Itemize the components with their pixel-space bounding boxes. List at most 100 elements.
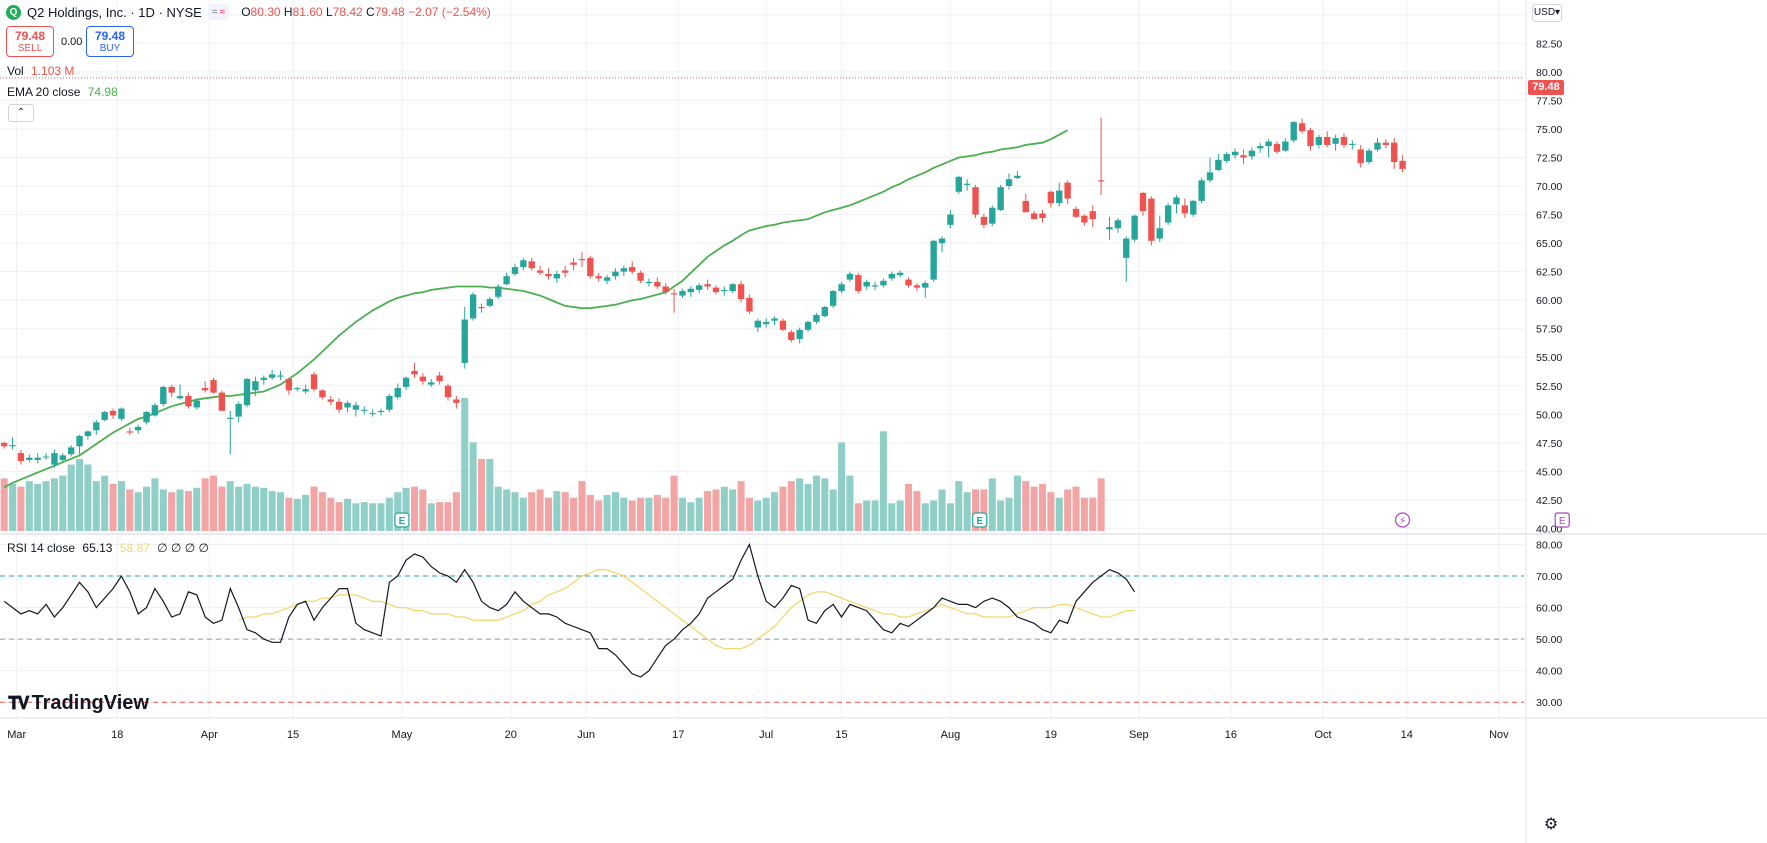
candle-body (1374, 142, 1381, 150)
volume-bar (871, 500, 879, 531)
price-tick-label: 70.00 (1536, 181, 1562, 193)
candle-body (1022, 200, 1029, 213)
volume-bar (762, 497, 770, 531)
volume-bar (486, 458, 494, 531)
candle-body (562, 270, 569, 273)
candle-body (880, 280, 887, 286)
chevron-down-icon: ▾ (1555, 7, 1561, 18)
volume-bar (519, 497, 527, 531)
volume-bar (720, 486, 728, 531)
time-tick-label: 20 (505, 729, 517, 741)
volume-bar (134, 492, 142, 531)
volume-bar (92, 481, 100, 531)
collapse-legend-button[interactable]: ⌃ (8, 104, 34, 122)
time-tick-label: Jul (759, 729, 773, 741)
price-tick-label: 60.00 (1536, 295, 1562, 307)
volume-bar (469, 442, 477, 531)
time-axis: Mar 18 Apr 15 May 20 Jun 17 Jul 15 Aug 19 Sep 16 Oct 14… (7, 729, 1509, 741)
candle-body (453, 399, 460, 403)
candle-body (1131, 215, 1138, 240)
candle-body (1307, 130, 1314, 147)
candle-body (319, 390, 326, 398)
price-tick-label: 52.50 (1536, 381, 1562, 393)
candle-body (1047, 191, 1055, 204)
volume-bar (168, 492, 176, 531)
volume-bar (712, 489, 720, 531)
volume-bar (737, 481, 745, 531)
chevron-up-icon: ⌃ (16, 107, 26, 118)
candle-body (335, 401, 343, 410)
ohlc-readout: O80.30 H81.60 L78.42 C79.48 −2.07 (−2.54… (241, 5, 491, 19)
volume-bar (544, 497, 552, 531)
candle-body (1081, 215, 1088, 223)
candle-body (185, 396, 192, 407)
candle-body (947, 214, 954, 225)
earnings-marker-label: E (399, 516, 406, 527)
volume-bar (1072, 486, 1080, 531)
volume-bar (318, 492, 326, 531)
volume-bar (352, 503, 360, 531)
candle-body (1399, 160, 1406, 169)
volume-bar (193, 487, 201, 531)
time-tick-label: 15 (287, 729, 299, 741)
volume-bar (243, 483, 251, 531)
price-tick-label: 47.50 (1536, 438, 1562, 450)
candle-body (1181, 205, 1189, 214)
candle-body (34, 457, 41, 460)
settings-gear-button[interactable]: ⚙ (1540, 814, 1562, 836)
candle-body (587, 257, 594, 277)
candle-body (42, 456, 50, 458)
last-price-tag: 79.48 (1528, 80, 1564, 95)
candle-body (1231, 151, 1239, 156)
upcoming-earnings-marker (1554, 512, 1570, 528)
candle-body (310, 374, 318, 390)
ema-line (3, 129, 1069, 489)
volume-bar (963, 492, 971, 531)
volume-bar (335, 502, 343, 531)
candle-body (687, 288, 695, 293)
tradingview-logo[interactable]: 𝐓𝐕 TradingView (8, 692, 149, 714)
candle-body (469, 294, 477, 319)
candle-body (227, 417, 234, 419)
tv-logo-icon: 𝐓𝐕 (8, 693, 29, 713)
volume-bar (578, 481, 586, 531)
volume-bar (536, 489, 544, 531)
rsi-tick-label: 50.00 (1536, 634, 1562, 646)
candle-body (796, 329, 803, 339)
candle-body (972, 187, 979, 215)
symbol-toggle-pill[interactable]: = ≈ (207, 4, 230, 20)
buy-button[interactable]: 79.48 BUY (86, 26, 134, 57)
candle-body (444, 385, 452, 398)
earnings-marker (972, 512, 988, 528)
candle-body (721, 289, 728, 292)
volume-bar (151, 478, 159, 531)
candle-body (1240, 155, 1247, 158)
candle-body (1206, 172, 1214, 181)
candle-body (1173, 197, 1180, 205)
volume-bar (159, 489, 167, 531)
volume-bar (821, 478, 829, 531)
candle-body (1391, 142, 1398, 163)
candle-body (1014, 175, 1021, 179)
volume-bar (1005, 497, 1013, 531)
candle-body (1349, 143, 1356, 145)
volume-bar (17, 486, 25, 531)
volume-bar (1047, 492, 1055, 531)
candle-body (134, 426, 142, 431)
candle-body (603, 277, 611, 281)
volume-bar (687, 502, 695, 531)
sell-button[interactable]: 79.48 SELL (6, 26, 54, 57)
rsi-tick-label: 40.00 (1536, 666, 1562, 678)
candle-body (637, 272, 644, 281)
candle-body (201, 388, 209, 391)
candle-body (989, 207, 996, 224)
volume-bar (1030, 486, 1038, 531)
volume-bar (779, 486, 787, 531)
volume-bar (76, 458, 84, 531)
volume-bar (402, 487, 410, 531)
symbol-title[interactable]: Q2 Holdings, Inc. · 1D · NYSE (27, 4, 202, 20)
volume-bar (1055, 497, 1063, 531)
currency-selector[interactable]: USD▾ (1532, 4, 1562, 22)
volume-bar (695, 497, 703, 531)
